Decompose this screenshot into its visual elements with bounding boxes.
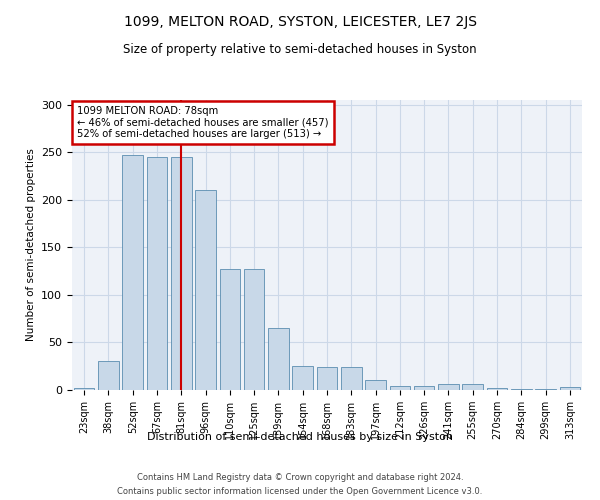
Bar [146,157,167,390]
Text: 1099 MELTON ROAD: 78sqm
← 46% of semi-detached houses are smaller (457)
52% of s: 1099 MELTON ROAD: 78sqm ← 46% of semi-de… [77,106,329,139]
Bar [341,367,362,390]
Bar [98,362,119,390]
Bar [122,155,143,390]
Text: Contains HM Land Registry data © Crown copyright and database right 2024.: Contains HM Land Registry data © Crown c… [137,472,463,482]
Bar [438,384,459,390]
Bar [389,386,410,390]
Y-axis label: Number of semi-detached properties: Number of semi-detached properties [26,148,35,342]
Bar [244,269,265,390]
Bar [195,190,216,390]
Bar [74,388,94,390]
Bar [317,367,337,390]
Text: 1099, MELTON ROAD, SYSTON, LEICESTER, LE7 2JS: 1099, MELTON ROAD, SYSTON, LEICESTER, LE… [124,15,476,29]
Bar [414,386,434,390]
Bar [560,387,580,390]
Text: Contains public sector information licensed under the Open Government Licence v3: Contains public sector information licen… [118,488,482,496]
Bar [535,389,556,390]
Bar [220,269,240,390]
Bar [292,366,313,390]
Bar [268,328,289,390]
Bar [511,389,532,390]
Text: Size of property relative to semi-detached houses in Syston: Size of property relative to semi-detach… [123,42,477,56]
Bar [487,388,508,390]
Bar [171,157,191,390]
Text: Distribution of semi-detached houses by size in Syston: Distribution of semi-detached houses by … [147,432,453,442]
Bar [463,384,483,390]
Bar [365,380,386,390]
